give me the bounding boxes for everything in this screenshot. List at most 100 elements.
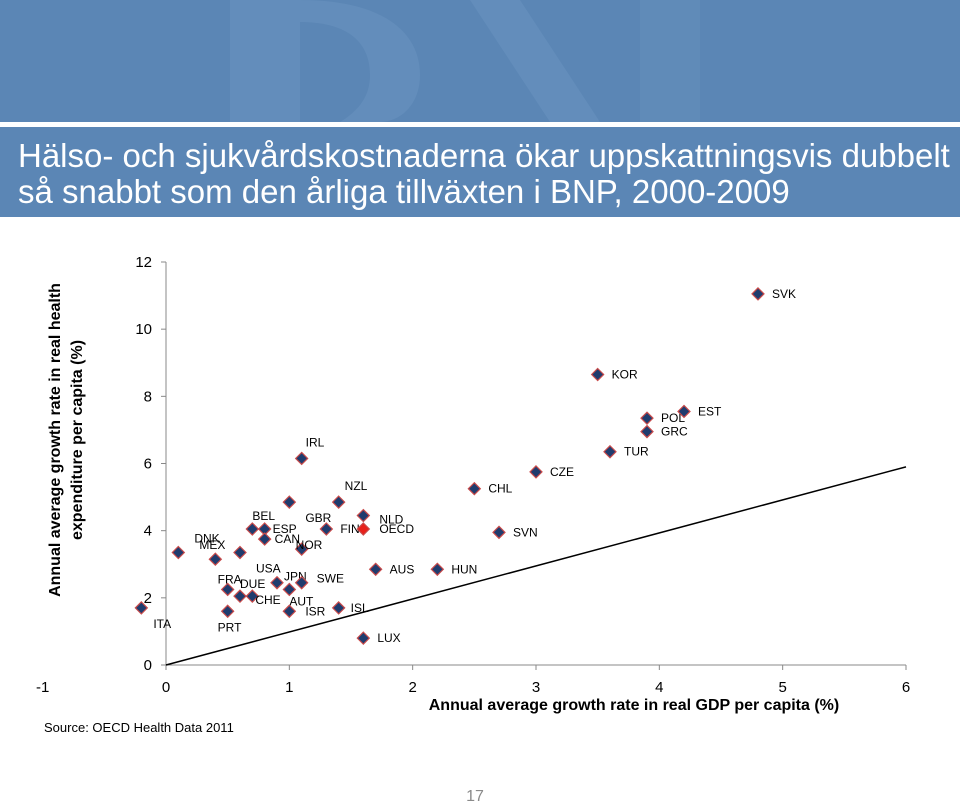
y-tick-label: 0 [144,657,152,674]
y-axis-title-line-1: Annual average growth rate in real healt… [47,283,64,597]
point-marker [245,522,260,536]
x-tick-label: -1 [36,679,49,696]
data-point-aus: AUS [368,562,415,577]
point-label: GBR [305,511,331,525]
point-marker [603,444,617,459]
point-marker [282,604,297,619]
data-point-isr: ISR [282,604,326,619]
data-point-gbr: GBR [282,495,332,525]
point-label: OECD [379,522,414,536]
data-point-kor: KOR [590,367,638,382]
point-label: LUX [377,631,400,645]
data-point-isl: ISL [331,601,369,615]
data-point-cze: CZE [529,465,574,479]
point-marker [245,589,260,604]
x-tick-label: 6 [902,679,910,696]
x-tick-label: 2 [408,679,416,696]
y-tick-label: 8 [144,388,152,405]
x-tick-label: 4 [655,679,663,696]
point-marker [640,411,654,426]
data-point-svn: SVN [492,525,538,540]
point-marker [467,481,482,496]
point-marker [134,601,149,615]
point-label: EST [698,404,722,418]
point-marker [640,424,654,439]
point-label: FIN [340,522,359,536]
point-label: SVN [513,525,538,539]
point-marker [294,451,309,466]
point-marker [319,522,334,536]
data-point-lux: LUX [356,631,401,645]
slide-title-line-1: Hälso- och sjukvårdskostnaderna ökar upp… [18,137,950,174]
data-point-due: DUE [233,577,265,604]
point-marker [282,495,297,509]
point-label: SVK [772,287,796,301]
point-label: IRL [306,435,325,449]
y-tick-label: 6 [144,456,152,473]
point-label: ISL [351,601,369,615]
data-point-can: CAN [257,532,300,546]
point-marker [208,552,223,567]
y-tick-label: 10 [135,321,152,338]
slide-title-line-2: så snabbt som den årliga tillväxten i BN… [18,173,790,210]
point-label: USA [256,561,281,575]
data-points: ITADNKMEXPRTFRADUECHEUSABELESPCANJPNAUTI… [134,287,796,645]
header-banner [0,0,960,122]
data-point-est: EST [677,404,722,419]
y-ticks: 0 2 4 6 8 10 12 [135,254,166,674]
data-point-nzl: NZL [331,479,368,509]
point-marker [368,562,383,577]
point-marker [220,582,235,597]
point-label: ITA [153,617,171,631]
point-marker [331,495,346,509]
point-marker [751,287,765,301]
point-label: SWE [317,572,344,586]
data-point-usa: USA [233,545,281,575]
point-marker [233,589,247,604]
x-tick-label: 1 [285,679,293,696]
point-label: DUE [240,577,265,591]
point-marker [356,631,371,645]
point-label: CZE [550,465,574,479]
point-marker [492,525,506,540]
point-marker [677,404,691,419]
y-tick-label: 12 [135,254,152,271]
point-label: KOR [612,368,638,382]
data-point-prt: PRT [218,604,242,634]
y-axis-title: Annual average growth rate in real healt… [47,283,86,597]
point-marker [282,582,297,597]
source-note: Source: OECD Health Data 2011 [44,720,234,735]
point-label: AUS [390,562,415,576]
data-point-mex: MEX [199,538,225,567]
title-band: Hälso- och sjukvårdskostnaderna ökar upp… [0,127,960,217]
point-marker [171,545,186,560]
point-label: ESP [273,522,297,536]
page-number: 17 [466,788,484,805]
point-label: DNK [194,531,219,545]
point-marker [220,604,235,619]
point-marker [233,545,247,560]
data-point-fin: FIN [319,522,360,536]
point-label: HUN [451,562,477,576]
point-marker [590,367,605,382]
x-tick-label: 5 [778,679,786,696]
y-axis-title-line-2: expenditure per capita (%) [69,340,86,540]
point-label: PRT [218,620,242,634]
point-label: CHE [255,593,280,607]
point-marker [331,601,346,615]
data-point-grc: GRC [640,424,688,439]
point-label: BEL [252,509,275,523]
point-marker [257,532,272,546]
data-point-pol: POL [640,411,685,426]
point-label: NLD [379,513,403,527]
data-point-oecd: OECD [356,522,414,536]
data-point-swe: SWE [294,572,344,590]
point-label: NOR [296,538,323,552]
point-label: TUR [624,445,649,459]
point-marker [294,542,309,556]
data-point-tur: TUR [603,444,649,459]
point-label: CAN [275,532,300,546]
point-label: POL [661,411,685,425]
data-point-irl: IRL [294,435,325,466]
